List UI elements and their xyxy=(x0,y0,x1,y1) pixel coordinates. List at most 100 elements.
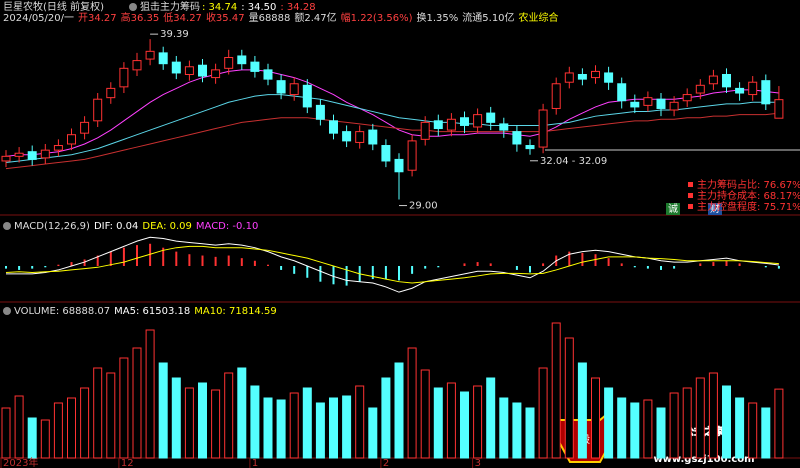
candle-body xyxy=(198,64,207,77)
candle-body xyxy=(132,60,142,71)
volume-bar xyxy=(446,382,456,459)
volume-bar xyxy=(604,387,614,459)
quote-info-item: 高36.35 xyxy=(121,11,160,24)
candle-body xyxy=(211,69,221,79)
x-tick-label: 3 xyxy=(475,458,481,468)
quote-info-item: 换1.35% xyxy=(417,11,459,24)
volume-bar xyxy=(708,372,718,459)
annotation: 29.00 xyxy=(409,201,438,212)
candle-body xyxy=(40,149,50,159)
indicator-values: : 34.74: 34.50: 34.28 xyxy=(202,2,316,13)
candle-body xyxy=(93,98,103,122)
volume-bar xyxy=(119,357,129,459)
volume-bar xyxy=(512,402,522,459)
candle-body xyxy=(512,131,522,145)
quote-info-item: 收35.47 xyxy=(206,11,245,24)
candle-body xyxy=(158,52,168,65)
volume-bar xyxy=(315,402,325,459)
candle-body xyxy=(171,61,181,74)
candle-body xyxy=(224,57,234,69)
x-tick-label: 12 xyxy=(121,458,134,468)
volume-bar xyxy=(276,399,286,459)
dif-line xyxy=(6,236,779,293)
moving-average xyxy=(5,112,779,170)
volume-bar xyxy=(630,402,640,459)
badge xyxy=(708,203,722,215)
volume-header-item: VOLUME: 68888.07 xyxy=(14,306,110,317)
candle-body xyxy=(695,84,705,94)
candle-body xyxy=(237,55,247,65)
candle-body xyxy=(329,120,338,134)
volume-bar xyxy=(695,377,705,459)
quote-info-item: 农业综合 xyxy=(519,11,559,24)
volume-bar xyxy=(486,377,496,459)
candle-body xyxy=(499,123,509,131)
candle-body xyxy=(67,134,76,145)
quote-info-item: 2024/05/20/一 xyxy=(3,13,74,24)
quote-info-item: 额2.47亿 xyxy=(294,11,336,24)
volume-bar xyxy=(774,388,784,459)
candle-body xyxy=(250,61,260,72)
volume-bar xyxy=(564,337,574,459)
candle-body xyxy=(617,83,627,102)
candle-body xyxy=(774,99,784,119)
candle-body xyxy=(355,131,365,143)
volume-bar xyxy=(27,417,37,459)
volume-bar xyxy=(80,387,90,459)
volume-bar xyxy=(158,362,168,459)
candle-body xyxy=(27,151,37,160)
macd-header: MACD(12,26,9) DIF: 0.04 DEA: 0.09 MACD: -0.… xyxy=(14,221,258,232)
candle-body xyxy=(577,73,587,80)
indicator-values-item: : 34.28 xyxy=(280,2,315,13)
candle-body xyxy=(80,121,90,134)
volume-bar xyxy=(145,329,155,459)
candle-body xyxy=(420,121,430,140)
volume-bar xyxy=(250,385,260,459)
badge-text: 诚 xyxy=(668,203,678,215)
candle-body xyxy=(669,101,679,111)
volume-bar xyxy=(722,385,731,459)
volume-header: VOLUME: 68888.07 MA5: 61503.18 MA10: 71814… xyxy=(14,306,277,317)
volume-bar xyxy=(302,387,312,459)
macd-header-item: DEA: 0.09 xyxy=(142,221,192,232)
volume-bar xyxy=(14,395,24,459)
candle-body xyxy=(722,73,731,88)
volume-bar xyxy=(643,399,653,459)
volume-bar xyxy=(263,397,273,459)
x-tick-label: 2023年 xyxy=(3,456,38,468)
legend-text: 主力持仓成本: 68.17% xyxy=(697,189,800,202)
candle-body xyxy=(735,87,745,94)
candle-body xyxy=(538,109,548,148)
candle-body xyxy=(119,67,129,88)
candle-body xyxy=(630,101,640,108)
candle-body xyxy=(682,94,692,102)
x-tick-label: 1 xyxy=(252,458,258,468)
quote-info-item: 低34.27 xyxy=(163,11,202,24)
volume-header-item: MA10: 71814.59 xyxy=(194,306,276,317)
volume-icon xyxy=(3,307,11,315)
candle-body xyxy=(486,112,496,123)
volume-bar xyxy=(538,367,548,459)
candle-body xyxy=(276,80,286,94)
volume-bar xyxy=(381,377,391,459)
candle-body xyxy=(407,140,417,171)
volume-bar xyxy=(394,362,404,459)
volume-bar xyxy=(761,407,771,459)
volume-bar xyxy=(93,367,103,459)
candle-body xyxy=(525,145,535,150)
legend-text: 主力筹码占比: 76.67% xyxy=(697,178,800,191)
candle-body xyxy=(656,98,666,109)
quote-info-item: 量68888 xyxy=(249,12,291,24)
volume-bar xyxy=(329,397,338,459)
candle-body xyxy=(446,118,456,131)
watermark-url: www.gszj100.com xyxy=(653,454,754,465)
stock-name: 巨星农牧(日线 前复权) xyxy=(3,0,104,13)
indicator-values-item: : 34.74 xyxy=(202,2,237,13)
volume-bar xyxy=(499,397,509,459)
candle-body xyxy=(184,66,194,75)
volume-bar xyxy=(407,347,417,459)
volume-bar xyxy=(656,407,666,459)
volume-bar xyxy=(577,362,587,459)
annotation: 32.04 - 32.09 xyxy=(540,156,607,167)
